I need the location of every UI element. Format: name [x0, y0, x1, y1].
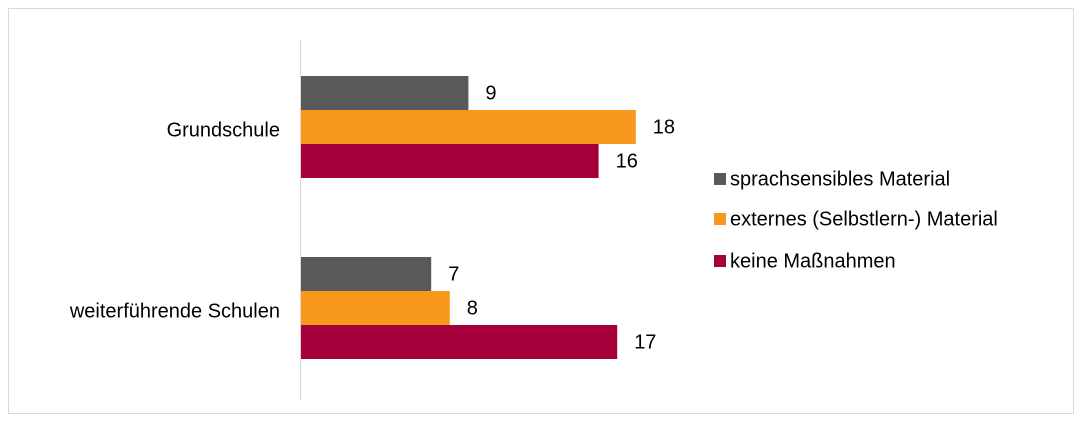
bar-externes-selbstlern-material-weiterfu-hrende-schulen: [301, 291, 450, 325]
legend-label: sprachsensibles Material: [730, 168, 950, 190]
bar-keine-ma-nahmen-grundschule: [301, 144, 599, 178]
bar-keine-ma-nahmen-weiterfu-hrende-schulen: [301, 325, 618, 359]
legend-label: externes (Selbstlern-) Material: [730, 208, 998, 230]
data-label: 7: [448, 263, 459, 285]
data-label: 8: [467, 297, 478, 319]
legend-swatch: [714, 173, 726, 185]
bar-sprachsensibles-material-grundschule: [301, 76, 469, 110]
legend-swatch: [714, 255, 726, 267]
data-label: 9: [485, 82, 496, 104]
data-label: 18: [653, 116, 675, 138]
legend-swatch: [714, 213, 726, 225]
legend-label: keine Maßnahmen: [730, 250, 896, 272]
category-label: weiterführende Schulen: [69, 300, 280, 322]
data-label: 17: [634, 331, 656, 353]
data-label: 16: [616, 150, 638, 172]
bar-externes-selbstlern-material-grundschule: [301, 110, 636, 144]
category-label: Grundschule: [167, 119, 280, 141]
bar-sprachsensibles-material-weiterfu-hrende-schulen: [301, 257, 432, 291]
